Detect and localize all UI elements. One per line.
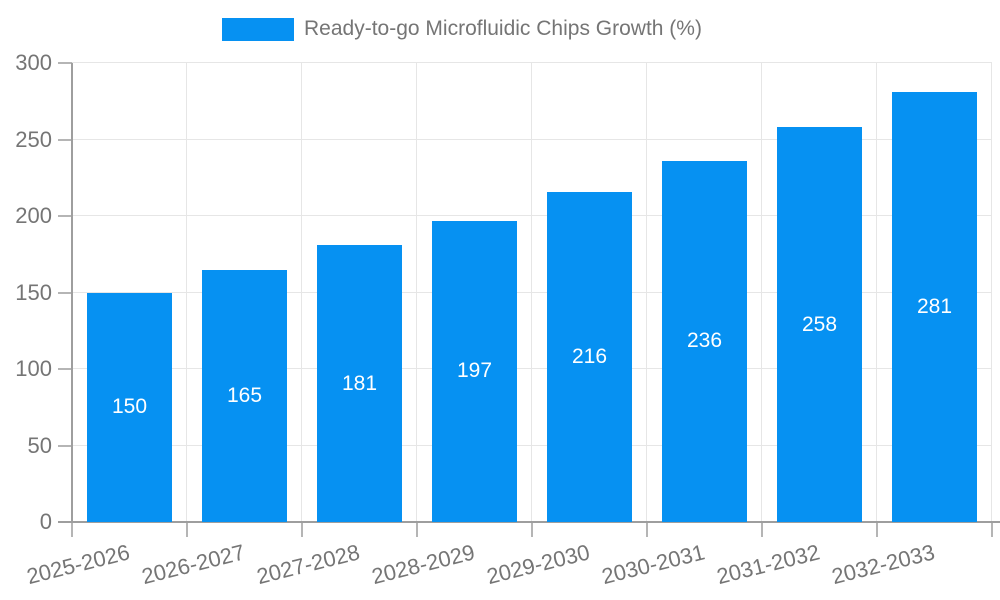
legend-swatch [222,17,295,41]
bar-2031-2032: 258 [777,127,862,522]
gridline-horizontal [72,138,992,140]
bar-value-label: 165 [226,383,263,407]
gridline-vertical [531,63,532,522]
bar-value-label: 150 [111,395,148,419]
x-tick-label: 2032-2033 [829,539,938,590]
gridline-horizontal [72,444,992,446]
gridline-vertical [991,63,992,522]
x-axis-tick [416,522,418,537]
bar-value-label: 197 [456,359,493,383]
y-axis-tick [58,368,72,370]
gridline-vertical [416,63,417,522]
plot-area: 0 50 100 150 200 250 300 150 2025-2026 165 2026-20… [15,50,1000,589]
legend-label: Ready-to-go Microfluidic Chips Growth (%… [304,17,702,40]
bar-2027-2028: 181 [317,245,402,522]
y-tick-label: 100 [15,356,52,381]
gridline-vertical [646,63,647,522]
x-axis-tick [646,522,648,537]
x-tick-label: 2027-2028 [254,539,363,590]
bar-value-label: 281 [916,295,953,319]
bar-2030-2031: 236 [662,160,747,522]
y-axis-tick [58,62,72,64]
bar-value-label: 181 [341,371,378,395]
gridline-horizontal [72,215,992,216]
y-tick-label: 150 [15,279,52,305]
x-tick-label: 2030-2031 [599,539,708,590]
legend-item[interactable]: Ready-to-go Microfluidic Chips Growth (%… [0,17,962,41]
y-tick-label: 0 [39,509,52,534]
x-tick-label: 2025-2026 [24,539,133,590]
x-axis-tick [186,522,188,537]
y-tick-label: 250 [15,126,52,152]
y-axis-line [71,63,73,523]
bar-2029-2030: 216 [547,191,632,522]
x-tick-label: 2026-2027 [139,539,248,590]
x-axis-tick [991,522,993,537]
bar-value-label: 258 [801,312,838,336]
x-tick-label: 2029-2030 [484,539,593,590]
y-axis-tick [58,138,72,141]
y-tick-label: 300 [15,50,52,75]
gridline-vertical [876,63,877,522]
bar-value-label: 236 [686,329,723,353]
x-tick-label: 2028-2029 [369,539,478,590]
bar-value-label: 216 [571,344,608,368]
y-axis-tick [58,291,72,294]
gridline-vertical [301,63,302,522]
y-tick-label: 50 [27,432,52,458]
y-axis-tick [58,215,72,217]
bar-2026-2027: 165 [202,269,287,522]
gridline-vertical [186,63,187,522]
gridline-horizontal [72,62,992,63]
x-axis-tick [531,522,533,537]
x-axis-tick [876,522,878,537]
x-axis-tick [301,522,303,537]
bar-2032-2033: 281 [892,92,977,522]
bar-2025-2026: 150 [87,292,172,522]
y-tick-label: 200 [15,203,52,228]
gridline-horizontal [72,291,992,293]
y-axis-tick [58,444,72,447]
x-axis-line [58,521,1000,523]
x-axis-tick [71,522,73,537]
x-axis-tick [761,522,763,537]
gridline-horizontal [72,368,992,369]
x-tick-label: 2031-2032 [714,539,823,590]
gridline-vertical [761,63,762,522]
bar-2028-2029: 197 [432,220,517,522]
